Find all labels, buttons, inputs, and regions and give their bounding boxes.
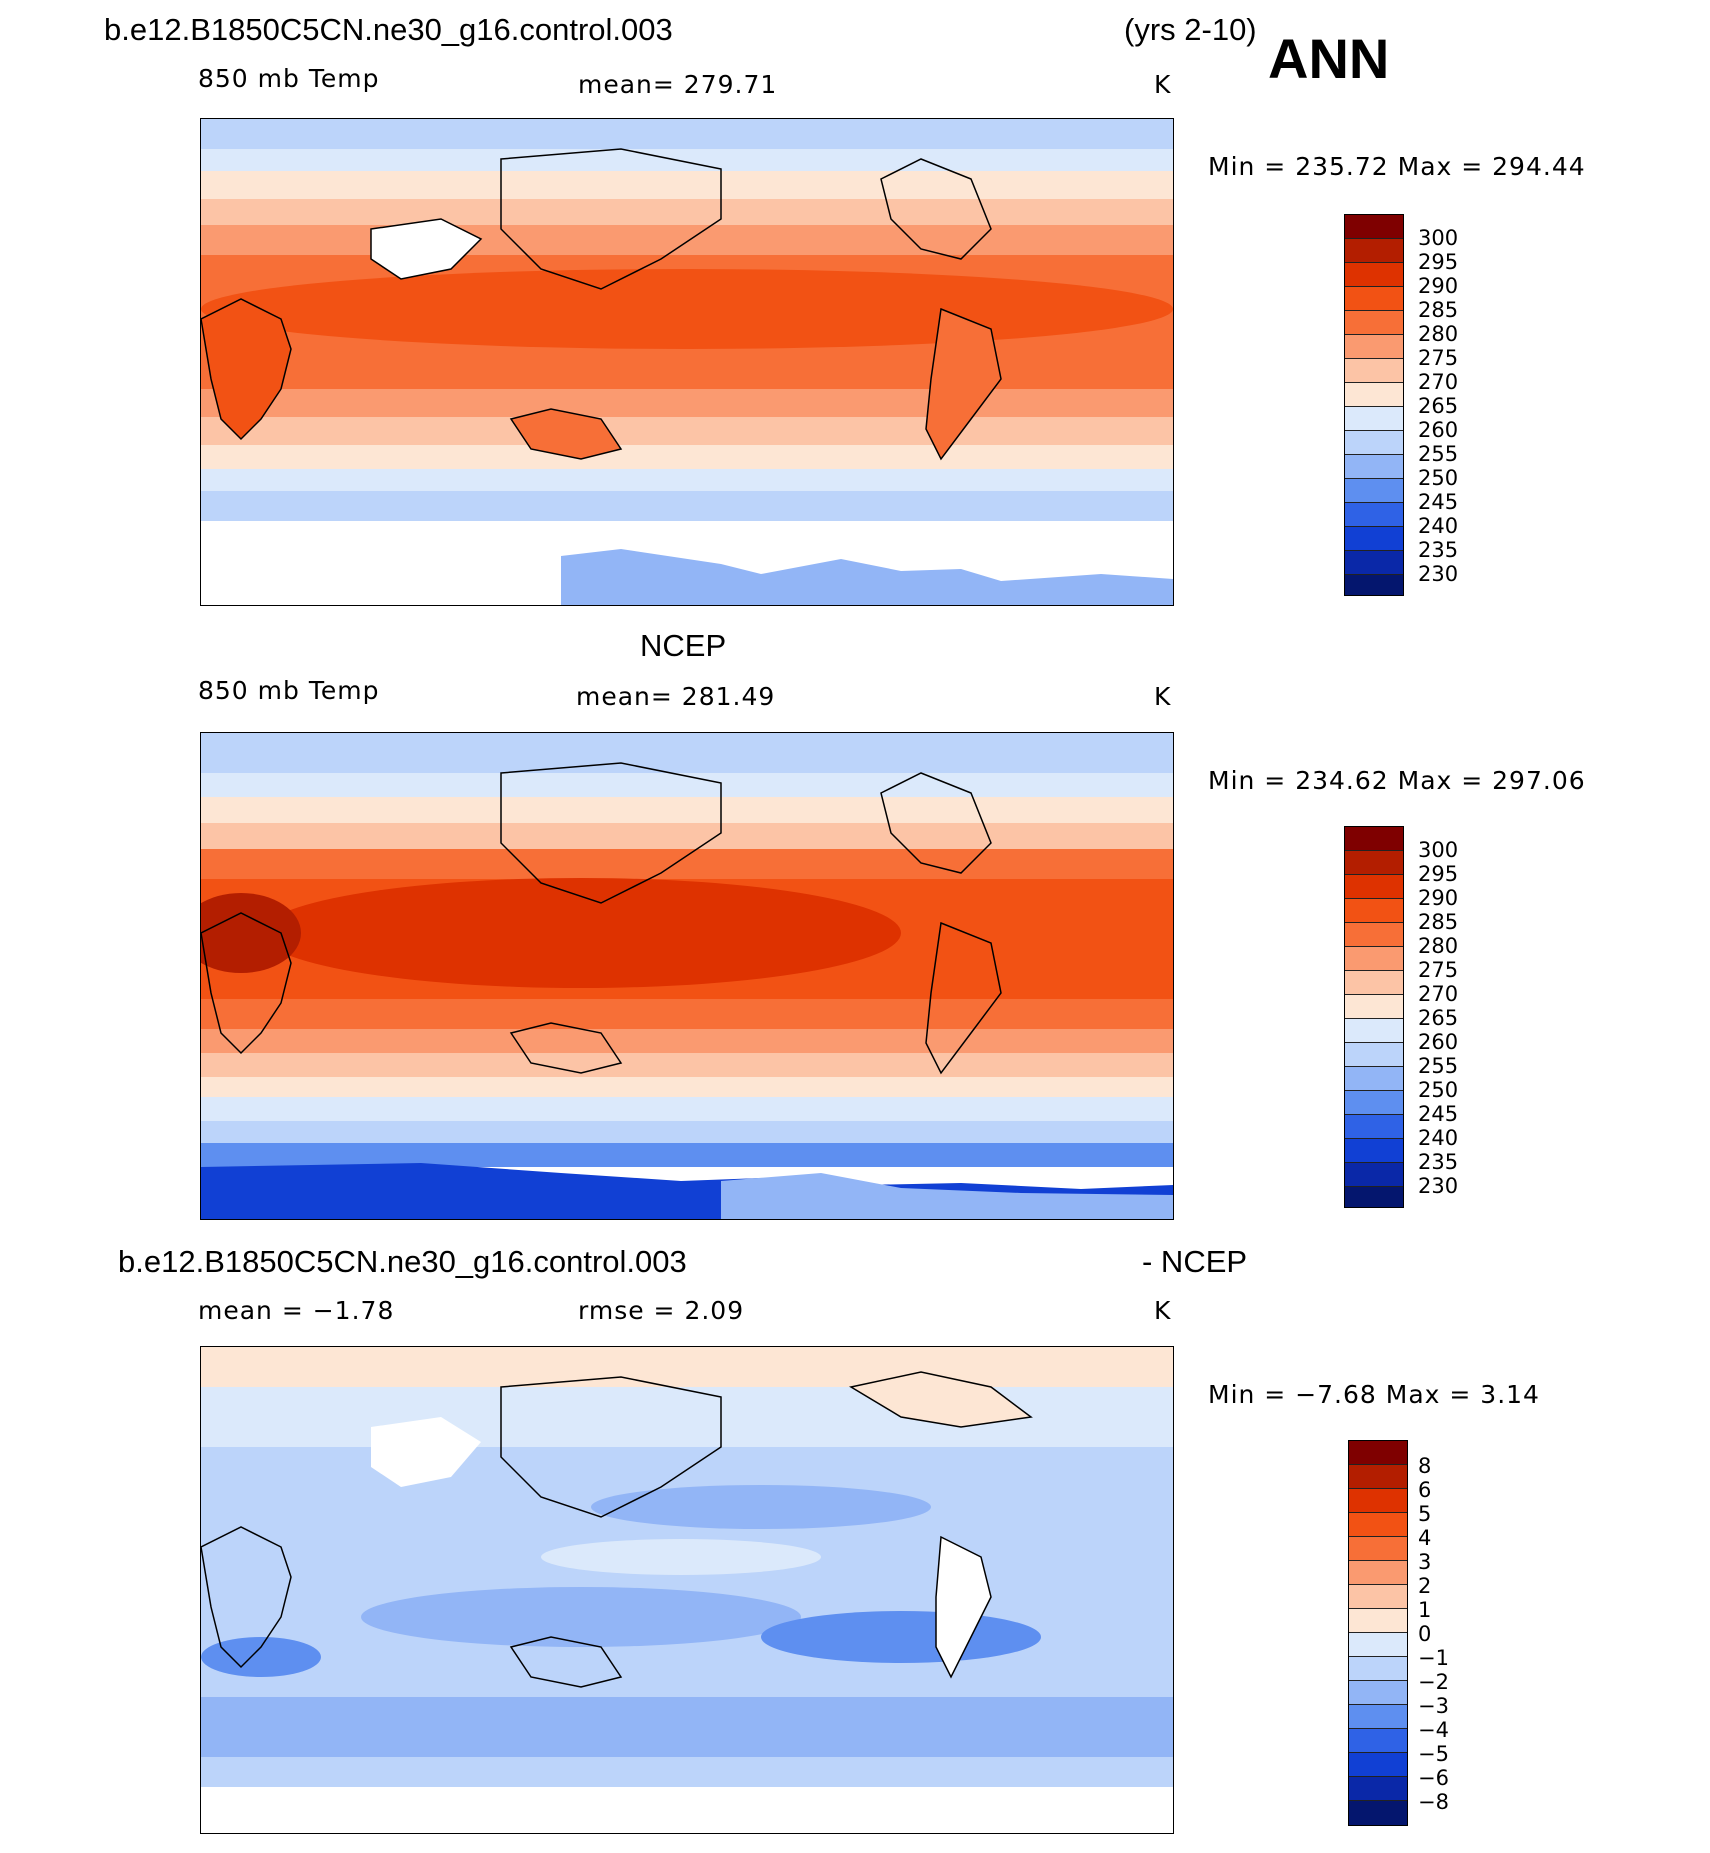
cb3-label: −1: [1418, 1646, 1449, 1670]
panel3-title-right: - NCEP: [1142, 1244, 1248, 1279]
cb2-label: 280: [1418, 934, 1459, 958]
cb2-label: 275: [1418, 958, 1459, 982]
cb2-label: 285: [1418, 910, 1459, 934]
cb2-label: 235: [1418, 1150, 1459, 1174]
panel1-variable: 850 mb Temp: [198, 64, 380, 93]
case-title: b.e12.B1850C5CN.ne30_g16.control.003: [104, 12, 673, 47]
cb2-label: 255: [1418, 1054, 1459, 1078]
cb3-label: 3: [1418, 1550, 1432, 1574]
cb1-label: 275: [1418, 346, 1459, 370]
panel3-map: [200, 1346, 1174, 1834]
panel2-units: K: [1154, 682, 1172, 711]
panel2-map: [200, 732, 1174, 1220]
cb2-label: 245: [1418, 1102, 1459, 1126]
cb3-label: −8: [1418, 1790, 1449, 1814]
panel2-mean: mean= 281.49: [576, 682, 776, 711]
cb1-label: 285: [1418, 298, 1459, 322]
panel1-mean: mean= 279.71: [578, 70, 778, 99]
panel3-mean: mean = −1.78: [198, 1296, 395, 1325]
cb2-label: 260: [1418, 1030, 1459, 1054]
cb2-label: 295: [1418, 862, 1459, 886]
cb3-label: 0: [1418, 1622, 1432, 1646]
cb3-label: −4: [1418, 1718, 1449, 1742]
panel1-minmax: Min = 235.72 Max = 294.44: [1208, 152, 1586, 181]
cb3-label: 2: [1418, 1574, 1432, 1598]
cb1-label: 290: [1418, 274, 1459, 298]
panel2-minmax: Min = 234.62 Max = 297.06: [1208, 766, 1586, 795]
cb3-label: −6: [1418, 1766, 1449, 1790]
panel3-units: K: [1154, 1296, 1172, 1325]
panel1-map: [200, 118, 1174, 606]
cb3-label: 8: [1418, 1454, 1432, 1478]
cb1-label: 230: [1418, 562, 1459, 586]
panel1-colorbar: [1344, 214, 1404, 596]
cb1-label: 280: [1418, 322, 1459, 346]
panel3-minmax: Min = −7.68 Max = 3.14: [1208, 1380, 1540, 1409]
cb1-label: 270: [1418, 370, 1459, 394]
cb1-label: 245: [1418, 490, 1459, 514]
panel2-title: NCEP: [640, 628, 727, 663]
cb2-label: 230: [1418, 1174, 1459, 1198]
panel2-colorbar: [1344, 826, 1404, 1208]
cb3-label: 6: [1418, 1478, 1432, 1502]
cb1-label: 255: [1418, 442, 1459, 466]
cb3-label: −3: [1418, 1694, 1449, 1718]
cb2-label: 240: [1418, 1126, 1459, 1150]
panel3-colorbar: [1348, 1440, 1408, 1826]
cb1-label: 260: [1418, 418, 1459, 442]
cb3-label: 4: [1418, 1526, 1432, 1550]
cb1-label: 300: [1418, 226, 1459, 250]
panel3-title: b.e12.B1850C5CN.ne30_g16.control.003: [118, 1244, 687, 1279]
cb3-label: 5: [1418, 1502, 1432, 1526]
cb1-label: 250: [1418, 466, 1459, 490]
cb1-label: 235: [1418, 538, 1459, 562]
panel3-rmse: rmse = 2.09: [578, 1296, 745, 1325]
panel2-variable: 850 mb Temp: [198, 676, 380, 705]
cb1-label: 295: [1418, 250, 1459, 274]
cb3-label: −5: [1418, 1742, 1449, 1766]
panel1-units: K: [1154, 70, 1172, 99]
cb3-label: −2: [1418, 1670, 1449, 1694]
years-label: (yrs 2-10): [1124, 12, 1257, 47]
cb2-label: 250: [1418, 1078, 1459, 1102]
cb1-label: 240: [1418, 514, 1459, 538]
cb1-label: 265: [1418, 394, 1459, 418]
cb3-label: 1: [1418, 1598, 1432, 1622]
cb2-label: 265: [1418, 1006, 1459, 1030]
cb2-label: 290: [1418, 886, 1459, 910]
cb2-label: 270: [1418, 982, 1459, 1006]
season-label: ANN: [1268, 27, 1390, 90]
cb2-label: 300: [1418, 838, 1459, 862]
